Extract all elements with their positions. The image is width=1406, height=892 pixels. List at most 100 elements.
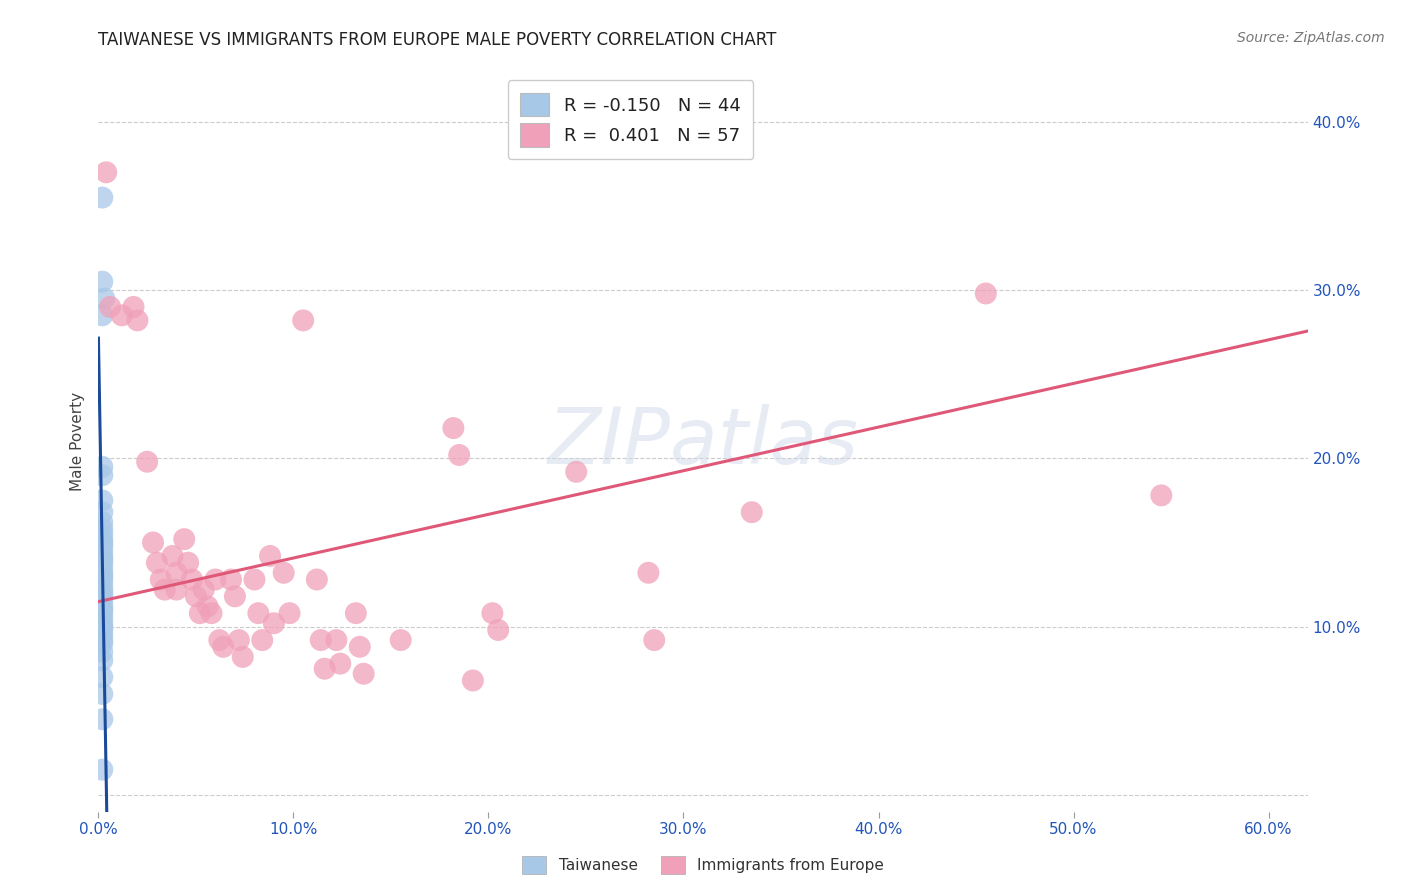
Point <box>91 532 114 546</box>
Point <box>219 573 242 587</box>
Point <box>91 527 114 541</box>
Point <box>91 190 114 204</box>
Point <box>309 633 332 648</box>
Point <box>122 300 145 314</box>
Point <box>91 599 114 614</box>
Point <box>389 633 412 648</box>
Point <box>91 611 114 625</box>
Point <box>91 670 114 684</box>
Point <box>91 687 114 701</box>
Point <box>224 590 246 604</box>
Point <box>91 569 114 583</box>
Point <box>96 165 118 179</box>
Legend: R = -0.150   N = 44, R =  0.401   N = 57: R = -0.150 N = 44, R = 0.401 N = 57 <box>508 80 754 160</box>
Point <box>91 309 114 323</box>
Point <box>91 712 114 726</box>
Point <box>91 653 114 667</box>
Point <box>974 286 997 301</box>
Point <box>278 606 301 620</box>
Point <box>142 535 165 549</box>
Point <box>91 633 114 648</box>
Point <box>204 573 226 587</box>
Point <box>193 582 215 597</box>
Text: TAIWANESE VS IMMIGRANTS FROM EUROPE MALE POVERTY CORRELATION CHART: TAIWANESE VS IMMIGRANTS FROM EUROPE MALE… <box>98 31 776 49</box>
Point <box>305 573 328 587</box>
Point <box>461 673 484 688</box>
Point <box>184 590 207 604</box>
Point <box>91 763 114 777</box>
Point <box>91 544 114 558</box>
Point <box>212 640 235 654</box>
Point <box>91 619 114 633</box>
Point <box>741 505 763 519</box>
Point <box>91 275 114 289</box>
Point <box>243 573 266 587</box>
Point <box>165 582 187 597</box>
Point <box>153 582 176 597</box>
Point <box>349 640 371 654</box>
Point <box>136 455 159 469</box>
Point <box>91 636 114 650</box>
Point <box>165 566 187 580</box>
Point <box>208 633 231 648</box>
Point <box>91 603 114 617</box>
Point <box>329 657 352 671</box>
Point <box>91 552 114 566</box>
Point <box>353 666 375 681</box>
Point <box>232 649 254 664</box>
Point <box>91 522 114 536</box>
Point <box>91 590 114 604</box>
Point <box>247 606 270 620</box>
Point <box>98 300 121 314</box>
Point <box>91 516 114 530</box>
Y-axis label: Male Poverty: Male Poverty <box>70 392 86 491</box>
Point <box>637 566 659 580</box>
Point <box>228 633 250 648</box>
Point <box>1150 488 1173 502</box>
Point <box>93 292 115 306</box>
Point <box>91 535 114 549</box>
Point <box>149 573 172 587</box>
Point <box>91 560 114 574</box>
Point <box>91 586 114 600</box>
Point <box>173 532 195 546</box>
Point <box>565 465 588 479</box>
Point <box>188 606 211 620</box>
Point <box>91 628 114 642</box>
Point <box>314 662 336 676</box>
Point <box>91 623 114 637</box>
Point <box>263 616 285 631</box>
Point <box>449 448 471 462</box>
Point <box>200 606 222 620</box>
Point <box>325 633 347 648</box>
Point <box>91 493 114 508</box>
Point <box>292 313 315 327</box>
Point <box>344 606 367 620</box>
Point <box>91 539 114 553</box>
Legend: Taiwanese, Immigrants from Europe: Taiwanese, Immigrants from Europe <box>516 850 890 880</box>
Point <box>259 549 281 563</box>
Point <box>91 468 114 483</box>
Point <box>91 566 114 580</box>
Point <box>252 633 274 648</box>
Point <box>91 582 114 597</box>
Point <box>91 556 114 570</box>
Point <box>643 633 665 648</box>
Point <box>91 459 114 474</box>
Point <box>197 599 219 614</box>
Point <box>146 556 169 570</box>
Point <box>486 623 509 637</box>
Point <box>441 421 464 435</box>
Point <box>162 549 184 563</box>
Point <box>91 577 114 591</box>
Point <box>181 573 204 587</box>
Point <box>91 594 114 608</box>
Point <box>91 616 114 631</box>
Point <box>127 313 149 327</box>
Point <box>111 309 134 323</box>
Point <box>273 566 295 580</box>
Point <box>481 606 503 620</box>
Text: Source: ZipAtlas.com: Source: ZipAtlas.com <box>1237 31 1385 45</box>
Point <box>91 573 114 587</box>
Text: ZIPatlas: ZIPatlas <box>547 403 859 480</box>
